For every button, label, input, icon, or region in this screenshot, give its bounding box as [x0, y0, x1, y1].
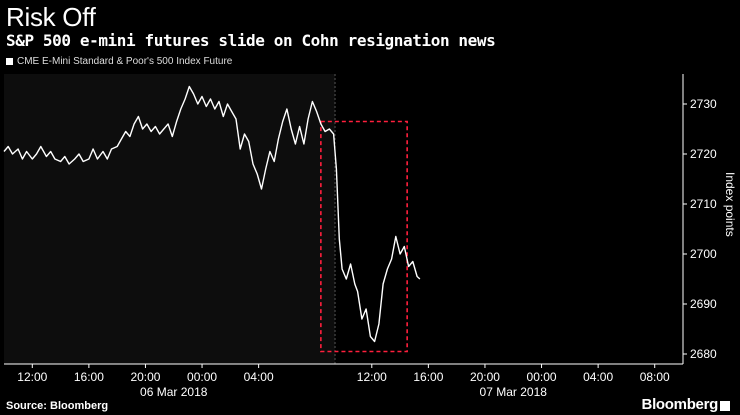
y-tick-label: 2680 — [690, 347, 717, 361]
legend-swatch — [6, 58, 13, 65]
x-tick-label: 20:00 — [470, 370, 500, 384]
bloomberg-logo: Bloomberg — [641, 396, 719, 413]
y-tick-label: 2710 — [690, 197, 717, 211]
y-tick-label: 2720 — [690, 147, 717, 161]
y-axis-label: Index points — [723, 172, 737, 237]
chart-title: Risk Off — [6, 2, 96, 32]
legend: CME E-Mini Standard & Poor's 500 Index F… — [6, 56, 232, 67]
bloomberg-logo-mark — [720, 401, 730, 411]
x-tick-label: 04:00 — [583, 370, 613, 384]
x-tick-label: 12:00 — [17, 370, 47, 384]
legend-label: CME E-Mini Standard & Poor's 500 Index F… — [17, 56, 233, 67]
y-tick-label: 2730 — [690, 97, 717, 111]
x-tick-label: 12:00 — [357, 370, 387, 384]
x-tick-label: 04:00 — [244, 370, 274, 384]
series-line — [3, 85, 421, 343]
x-tick-label: 00:00 — [527, 370, 557, 384]
x-tick-label: 16:00 — [413, 370, 443, 384]
shaded-region — [4, 74, 336, 364]
x-tick-label: 08:00 — [640, 370, 670, 384]
y-tick-label: 2700 — [690, 247, 717, 261]
y-tick-label: 2690 — [690, 297, 717, 311]
x-tick-label: 20:00 — [130, 370, 160, 384]
x-tick-label: 16:00 — [74, 370, 104, 384]
source-note: Source: Bloomberg — [6, 400, 109, 412]
chart-subtitle: S&P 500 e-mini futures slide on Cohn res… — [6, 31, 496, 50]
x-tick-label: 00:00 — [187, 370, 217, 384]
x-date-label: 07 Mar 2018 — [480, 385, 548, 399]
x-date-label: 06 Mar 2018 — [140, 385, 208, 399]
highlight-box — [320, 120, 408, 353]
